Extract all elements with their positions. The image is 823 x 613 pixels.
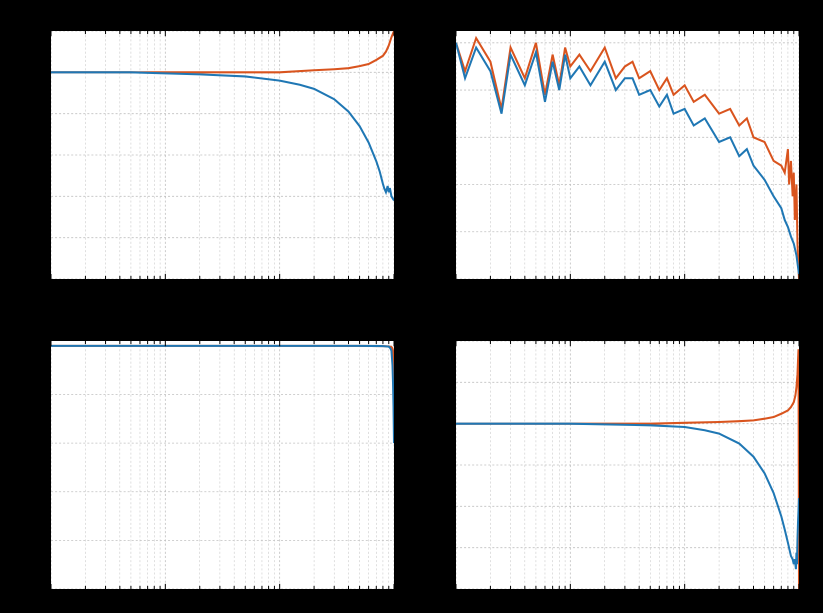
panel-c-svg bbox=[51, 341, 394, 589]
panel-b-svg bbox=[456, 31, 799, 279]
panel-d-svg bbox=[456, 341, 799, 589]
panel-c bbox=[50, 340, 395, 590]
panel-d bbox=[455, 340, 800, 590]
panel-a bbox=[50, 30, 395, 280]
chart-grid bbox=[50, 30, 800, 590]
panel-a-svg bbox=[51, 31, 394, 279]
panel-b bbox=[455, 30, 800, 280]
